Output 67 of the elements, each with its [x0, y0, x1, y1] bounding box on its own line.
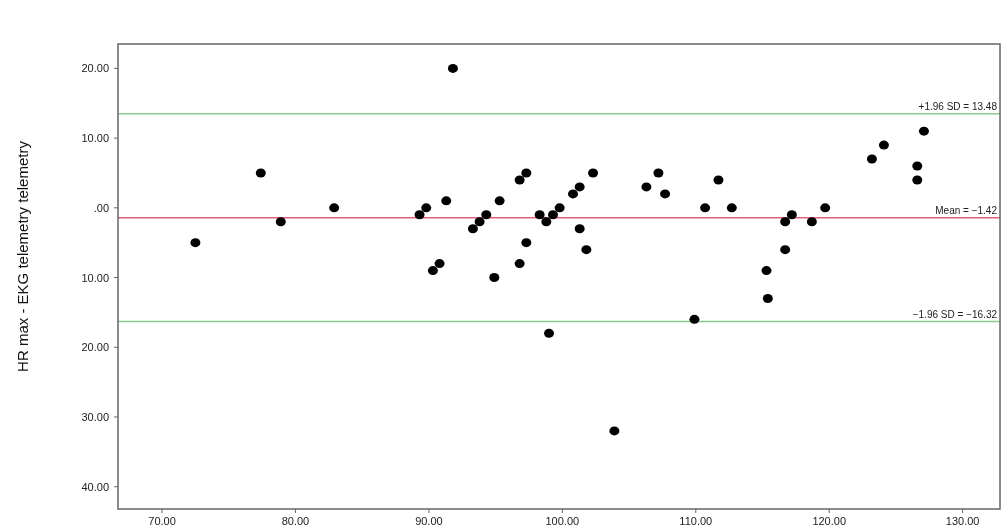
point — [878, 140, 889, 150]
point — [762, 293, 773, 303]
point — [474, 217, 485, 227]
point — [494, 196, 505, 206]
point — [329, 203, 340, 213]
point — [514, 259, 525, 269]
point — [912, 161, 923, 171]
point — [588, 168, 599, 178]
point — [761, 266, 772, 276]
y-tick-label: .00 — [93, 201, 109, 214]
point — [653, 168, 664, 178]
x-tick-label: 70.00 — [148, 515, 176, 527]
point — [689, 314, 700, 324]
x-tick-label: 120.00 — [812, 515, 847, 527]
point — [521, 238, 532, 248]
x-tick-label: 100.00 — [545, 515, 580, 527]
point — [427, 266, 438, 276]
point — [190, 238, 201, 248]
point — [421, 203, 432, 213]
y-tick-label: 20.00 — [81, 62, 109, 75]
point — [866, 154, 877, 164]
point — [467, 224, 478, 234]
point — [548, 210, 558, 220]
point — [534, 210, 545, 220]
point — [543, 328, 554, 338]
x-tick-label: 130.00 — [945, 515, 980, 527]
point — [481, 210, 492, 220]
point — [581, 245, 592, 255]
point — [514, 175, 525, 185]
point — [726, 203, 737, 213]
point — [489, 273, 500, 283]
x-tick-label: 110.00 — [679, 515, 713, 527]
y-tick-label: 40.00 — [81, 480, 109, 493]
ref-line-label: Mean = −1.42 — [935, 204, 998, 216]
y-axis-title: HR max - EKG telemetry telemetry — [14, 140, 31, 372]
point — [574, 182, 585, 192]
point — [660, 189, 671, 199]
point — [780, 217, 791, 227]
ref-line-label: +1.96 SD = 13.48 — [918, 100, 998, 112]
point — [574, 224, 585, 234]
point — [713, 175, 724, 185]
y-tick-label: 10.00 — [81, 132, 109, 145]
y-tick-label: 10.00 — [81, 271, 109, 284]
point — [700, 203, 711, 213]
point — [447, 63, 458, 73]
point — [568, 189, 579, 199]
point — [786, 210, 797, 220]
point — [275, 217, 286, 227]
y-tick-label: 30.00 — [81, 410, 109, 423]
x-tick-label: 90.00 — [415, 515, 443, 527]
point — [554, 203, 565, 213]
y-tick-label: 20.00 — [81, 341, 109, 354]
point — [609, 426, 620, 436]
ref-line-label: −1.96 SD = −16.32 — [912, 308, 998, 320]
point — [820, 203, 831, 213]
point — [918, 126, 929, 136]
point — [414, 210, 425, 220]
point — [521, 168, 532, 178]
point — [806, 217, 817, 227]
point — [541, 217, 552, 227]
point — [912, 175, 923, 185]
point — [441, 196, 452, 206]
point — [434, 259, 445, 269]
point — [255, 168, 266, 178]
x-tick-label: 80.00 — [281, 515, 310, 527]
point — [780, 245, 791, 255]
point — [641, 182, 652, 192]
